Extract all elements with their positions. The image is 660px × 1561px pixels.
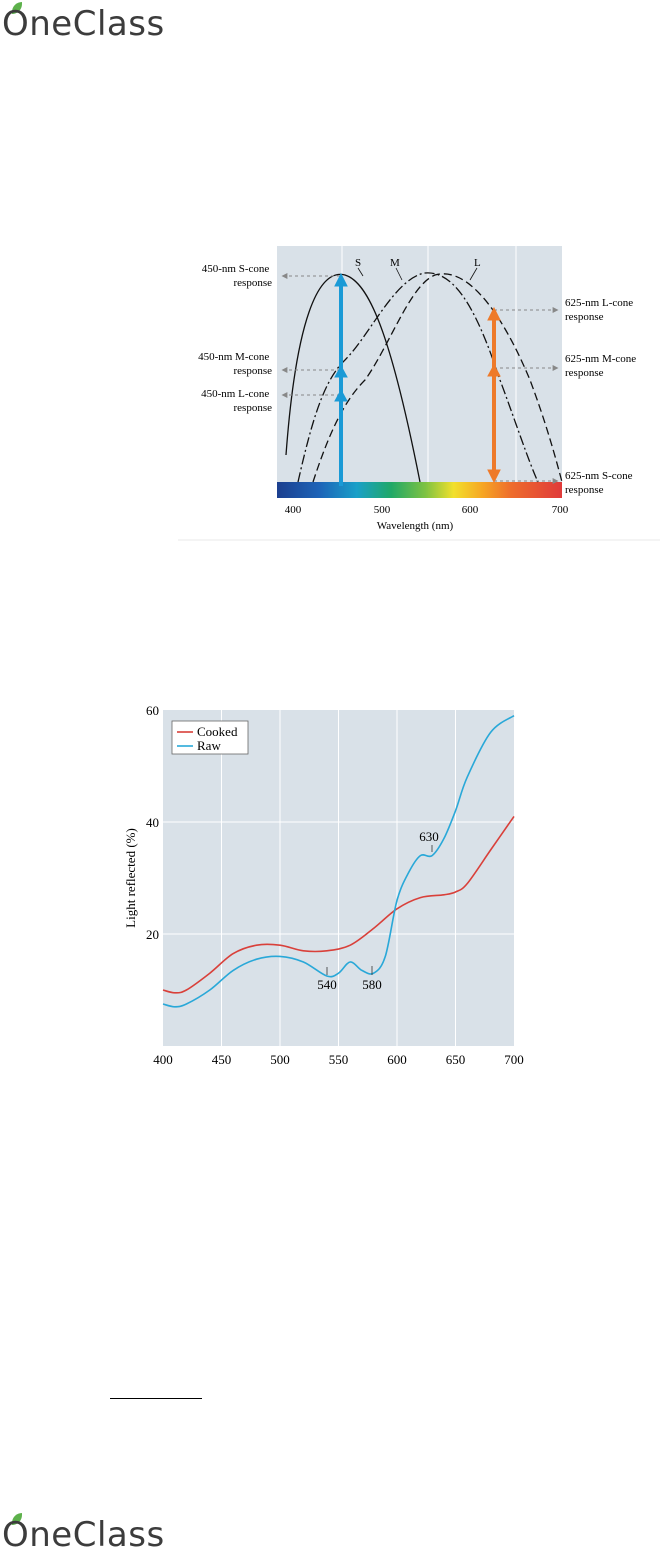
annotation-630: 630 — [419, 829, 439, 844]
cone-response-figure: S M L 450-nm S-cone response 450-nm M-co… — [178, 246, 660, 541]
reflectance-ticks: 400 450 500 550 600 650 700 20 40 60 — [146, 703, 524, 1067]
curve-label-m: M — [390, 257, 400, 269]
logo-text: OneClass — [2, 4, 165, 44]
right-annotation-1: 625-nm L-cone response — [565, 297, 636, 323]
series-line-raw — [162, 714, 515, 1008]
x-tick-label: 600 — [387, 1052, 407, 1067]
curve-label-l: L — [474, 257, 481, 269]
cone-x-tick-500: 500 — [374, 504, 391, 516]
legend-label-cooked: Cooked — [197, 724, 238, 739]
left-annotation-2: 450-nm M-cone response — [198, 351, 272, 377]
cone-x-tick-400: 400 — [285, 504, 302, 516]
x-tick-label: 400 — [153, 1052, 173, 1067]
left-annotation-1: 450-nm S-cone response — [202, 263, 272, 289]
reflectance-legend: Cooked Raw — [171, 720, 249, 755]
s-cone-curve — [285, 273, 421, 483]
left-annotation-3: 450-nm L-cone response — [201, 388, 272, 414]
reflectance-gridlines — [163, 710, 514, 1046]
l-cone-curve — [312, 273, 563, 483]
x-tick-label: 700 — [504, 1052, 524, 1067]
m-cone-curve — [297, 272, 539, 483]
cone-x-axis-label: Wavelength (nm) — [377, 520, 454, 532]
leaf-icon — [12, 2, 22, 14]
series-line-cooked — [162, 815, 515, 994]
x-tick-label: 550 — [329, 1052, 349, 1067]
cone-x-tick-700: 700 — [552, 504, 569, 516]
leaf-icon — [12, 1513, 22, 1525]
curve-label-pointers — [357, 267, 478, 281]
cone-x-tick-600: 600 — [462, 504, 479, 516]
annotation-leaders — [281, 273, 559, 484]
x-tick-label: 500 — [270, 1052, 290, 1067]
annotation-540: 540 — [317, 977, 337, 992]
reflectance-chart: 400 450 500 550 600 650 700 20 40 60 Cooked Raw 5… — [123, 703, 524, 1067]
visible-spectrum-bar — [277, 482, 562, 498]
x-tick-label: 450 — [212, 1052, 232, 1067]
y-tick-label: 60 — [146, 703, 159, 718]
peak-annotations — [326, 845, 433, 975]
oneclass-logo-top: OneClass — [0, 0, 200, 50]
annotation-580: 580 — [362, 977, 382, 992]
reflectance-y-axis-label: Light reflected (%) — [123, 828, 138, 928]
orange-625nm-arrow — [487, 306, 501, 484]
cone-chart-plot-area — [277, 246, 562, 482]
y-tick-label: 20 — [146, 927, 159, 942]
reflectance-series — [162, 714, 515, 1008]
right-annotation-2: 625-nm M-cone response — [565, 353, 639, 379]
blue-450nm-arrow — [334, 272, 348, 486]
x-tick-label: 650 — [446, 1052, 466, 1067]
curve-label-s: S — [355, 257, 361, 269]
logo-text: OneClass — [2, 1515, 165, 1555]
legend-label-raw: Raw — [197, 738, 221, 753]
y-tick-label: 40 — [146, 815, 159, 830]
divider-rule — [110, 1398, 202, 1399]
oneclass-logo-bottom: OneClass — [0, 1511, 200, 1561]
right-annotation-3: 625-nm S-cone response — [565, 470, 635, 496]
